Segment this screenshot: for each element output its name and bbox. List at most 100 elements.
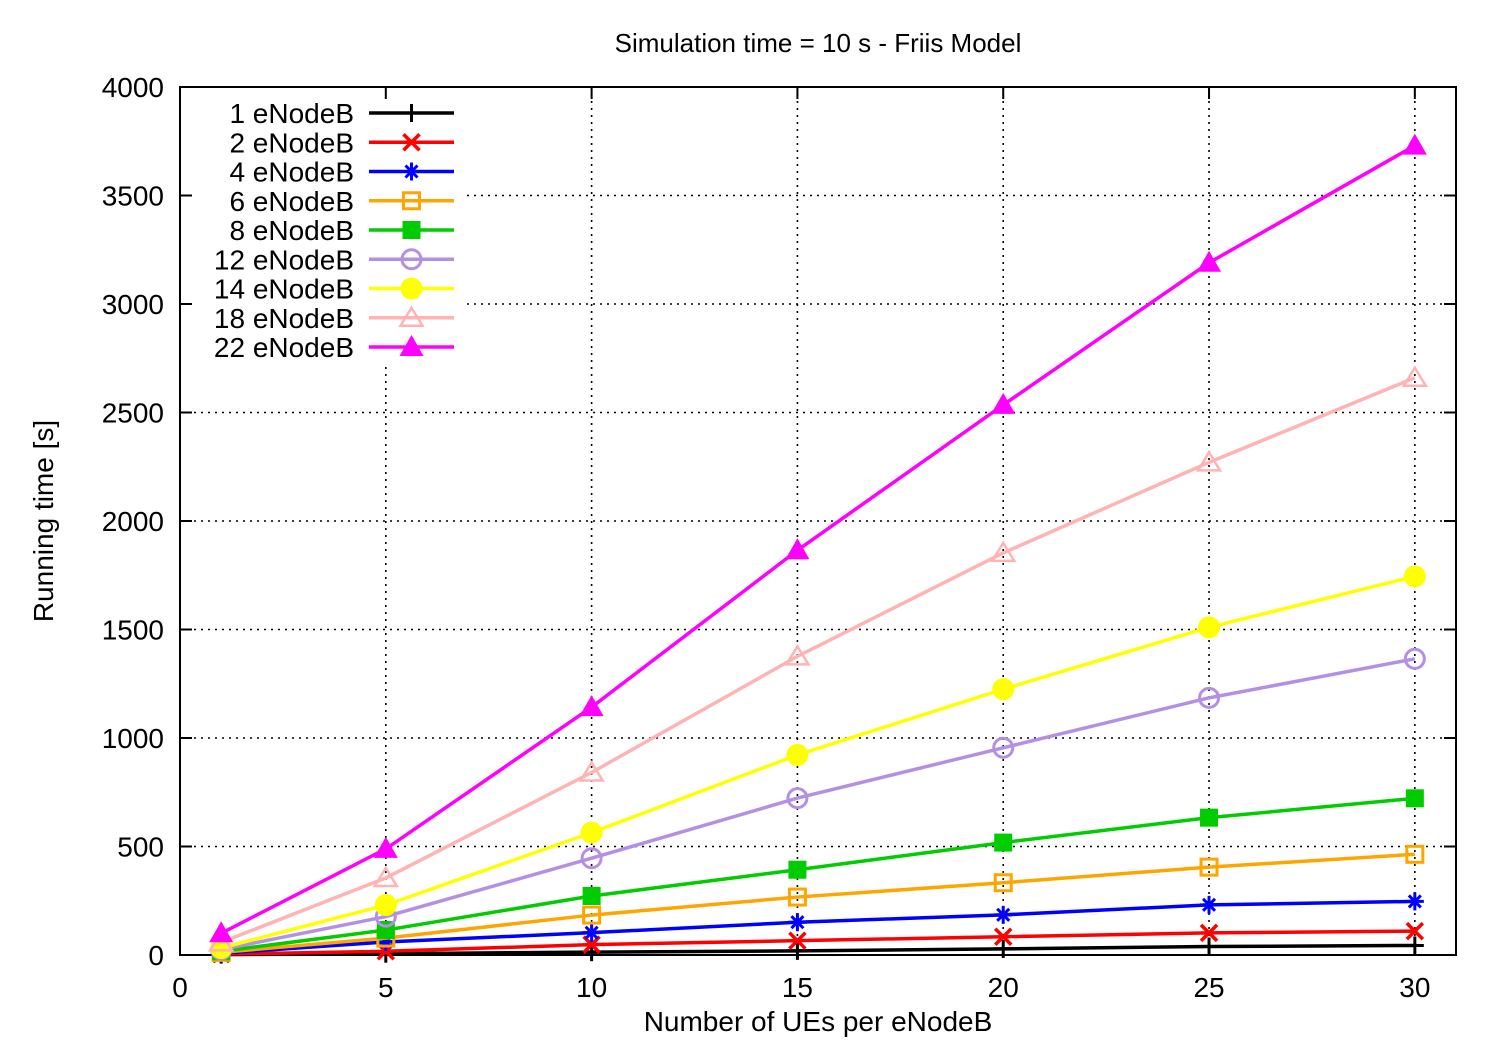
marker-asterisk-icon bbox=[582, 923, 601, 942]
marker-filled-square-icon bbox=[1405, 789, 1424, 808]
marker-asterisk-icon bbox=[1200, 895, 1219, 914]
y-tick-label: 2000 bbox=[102, 506, 164, 537]
legend-entry: 12 eNodeB bbox=[214, 244, 454, 275]
marker-filled-square-icon bbox=[788, 860, 807, 879]
x-tick-label: 20 bbox=[988, 972, 1019, 1003]
marker-open-triangle-icon bbox=[989, 540, 1017, 563]
x-tick-label: 0 bbox=[172, 972, 188, 1003]
y-tick-label: 500 bbox=[117, 832, 164, 863]
legend-label: 8 eNodeB bbox=[229, 215, 354, 246]
marker-filled-triangle-icon bbox=[399, 335, 424, 356]
gridlines bbox=[180, 87, 1456, 955]
marker-open-triangle-icon bbox=[398, 305, 425, 327]
marker-filled-circle-icon bbox=[400, 277, 423, 300]
marker-open-circle-icon bbox=[1403, 647, 1426, 670]
legend-label: 4 eNodeB bbox=[229, 157, 354, 188]
x-tick-label: 10 bbox=[576, 972, 607, 1003]
marker-filled-circle-icon bbox=[580, 821, 603, 844]
legend-entry: 1 eNodeB bbox=[229, 98, 454, 129]
marker-plus-icon bbox=[788, 941, 807, 960]
marker-open-triangle-icon bbox=[1195, 450, 1223, 472]
marker-open-square-icon bbox=[1405, 844, 1425, 864]
marker-plus-icon bbox=[1405, 936, 1424, 955]
marker-open-square-icon bbox=[993, 873, 1013, 893]
marker-open-triangle-icon bbox=[372, 865, 400, 888]
y-tick-label: 4000 bbox=[102, 72, 164, 103]
series-14-enodeb bbox=[210, 565, 1426, 960]
marker-filled-triangle-icon bbox=[579, 695, 604, 717]
x-tick-label: 30 bbox=[1399, 972, 1430, 1003]
legend-entry: 22 eNodeB bbox=[214, 332, 454, 363]
marker-filled-square-icon bbox=[994, 833, 1013, 852]
series-18-enodeb bbox=[207, 365, 1429, 952]
marker-filled-circle-icon bbox=[1198, 616, 1221, 639]
marker-open-triangle-icon bbox=[578, 760, 605, 782]
marker-asterisk-icon bbox=[994, 905, 1013, 924]
legend-entry: 6 eNodeB bbox=[229, 186, 454, 217]
y-tick-label: 1500 bbox=[102, 615, 164, 646]
marker-asterisk-icon bbox=[1405, 892, 1424, 911]
legend-entry: 4 eNodeB bbox=[229, 157, 454, 188]
legend-entry: 2 eNodeB bbox=[229, 127, 454, 158]
marker-cross-icon bbox=[993, 927, 1013, 947]
marker-open-circle-icon bbox=[580, 847, 603, 870]
marker-open-triangle-icon bbox=[784, 644, 811, 666]
marker-filled-triangle-icon bbox=[373, 836, 398, 858]
marker-filled-square-icon bbox=[402, 221, 421, 239]
legend-label: 22 eNodeB bbox=[214, 332, 354, 363]
legend-label: 18 eNodeB bbox=[214, 303, 354, 334]
marker-open-square-icon bbox=[787, 887, 807, 907]
series-line bbox=[220, 657, 1416, 952]
marker-plus-icon bbox=[402, 104, 421, 122]
legend-label: 1 eNodeB bbox=[229, 98, 354, 129]
marker-open-square-icon bbox=[1199, 857, 1219, 877]
marker-open-triangle-icon bbox=[1401, 365, 1429, 388]
legend-label: 6 eNodeB bbox=[229, 186, 354, 217]
marker-filled-triangle-icon bbox=[1197, 250, 1222, 272]
marker-open-circle-icon bbox=[786, 787, 809, 810]
marker-cross-icon bbox=[788, 931, 807, 950]
marker-asterisk-icon bbox=[788, 913, 807, 932]
marker-cross-icon bbox=[1199, 923, 1219, 943]
tick-labels: 0 500 1000 1500 2000 2500 3000 3500 4000 0 5 10 15 20… bbox=[102, 72, 1431, 1003]
y-tick-label: 2500 bbox=[102, 398, 164, 429]
marker-open-square-icon bbox=[402, 191, 421, 211]
marker-plus-icon bbox=[1200, 937, 1219, 956]
legend-label: 14 eNodeB bbox=[214, 274, 354, 305]
marker-filled-triangle-icon bbox=[209, 921, 234, 943]
series-22-enodeb bbox=[209, 133, 1427, 943]
marker-plus-icon bbox=[994, 939, 1013, 958]
y-tick-label: 0 bbox=[148, 940, 164, 971]
marker-filled-triangle-icon bbox=[785, 538, 810, 560]
legend-label: 2 eNodeB bbox=[229, 127, 354, 158]
legend-label: 12 eNodeB bbox=[214, 244, 354, 275]
x-tick-label: 5 bbox=[378, 972, 394, 1003]
marker-filled-triangle-icon bbox=[1402, 133, 1427, 155]
x-tick-label: 25 bbox=[1193, 972, 1224, 1003]
y-tick-label: 1000 bbox=[102, 723, 164, 754]
marker-filled-circle-icon bbox=[786, 743, 809, 766]
marker-asterisk-icon bbox=[402, 162, 421, 181]
marker-open-circle-icon bbox=[400, 248, 423, 271]
marker-filled-circle-icon bbox=[1403, 565, 1426, 588]
marker-filled-circle-icon bbox=[374, 894, 397, 917]
y-tick-label: 3000 bbox=[102, 289, 164, 320]
y-tick-label: 3500 bbox=[102, 181, 164, 212]
series-line bbox=[220, 376, 1416, 945]
marker-open-circle-icon bbox=[992, 736, 1015, 759]
series-line bbox=[220, 574, 1416, 950]
legend-entry: 8 eNodeB bbox=[229, 215, 454, 246]
legend-entry: 14 eNodeB bbox=[214, 274, 454, 305]
marker-filled-circle-icon bbox=[992, 678, 1015, 701]
series-line bbox=[220, 796, 1416, 954]
marker-cross-icon bbox=[402, 133, 421, 152]
marker-open-square-icon bbox=[582, 905, 602, 925]
marker-filled-square-icon bbox=[1200, 808, 1219, 827]
marker-open-circle-icon bbox=[1198, 686, 1221, 709]
marker-cross-icon bbox=[1405, 921, 1425, 941]
marker-filled-triangle-icon bbox=[991, 392, 1016, 414]
chart-title: Simulation time = 10 s - Friis Model bbox=[614, 28, 1022, 58]
